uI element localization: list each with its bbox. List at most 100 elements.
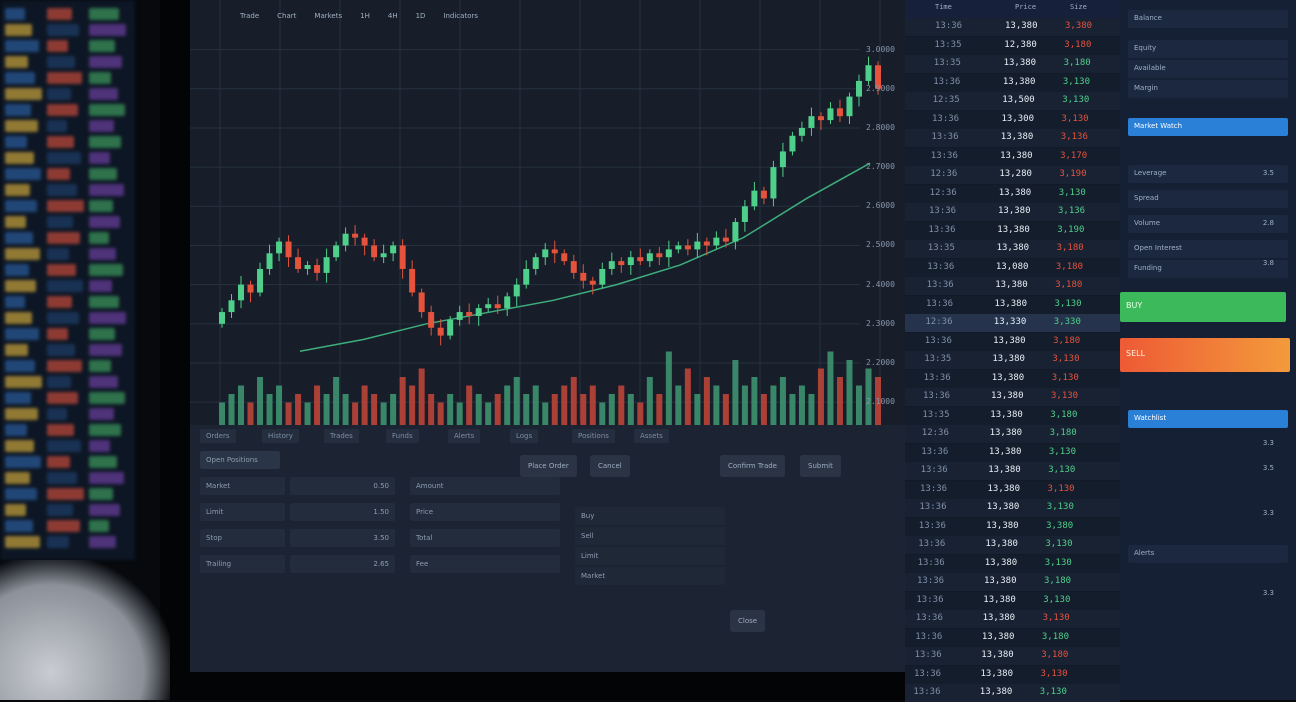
volume-bar	[219, 402, 225, 428]
order-book-row[interactable]: 13:36 13,380 3,130	[905, 610, 1120, 628]
order-book-row[interactable]: 12:36 13,280 3,190	[905, 166, 1120, 184]
tab-alerts[interactable]: Alerts	[448, 429, 481, 443]
volume-bar	[257, 377, 264, 428]
button-2[interactable]: Confirm Trade	[720, 455, 785, 477]
tab-funds[interactable]: Funds	[386, 429, 419, 443]
order-book-row[interactable]: 13:36 13,380 3,130	[905, 462, 1120, 480]
order-book-row[interactable]: 13:36 13,380 3,380	[905, 18, 1120, 36]
tab-logs[interactable]: Logs	[510, 429, 539, 443]
panel-item-balance[interactable]: Balance	[1128, 10, 1288, 28]
order-book-row[interactable]: 13:36 13,380 3,130	[905, 684, 1120, 702]
volume-bar	[703, 377, 710, 428]
panel-item-funding[interactable]: Funding	[1128, 260, 1288, 278]
trade-size: 3,130	[1052, 354, 1080, 364]
order-book-row[interactable]: 13:35 12,380 3,180	[905, 36, 1120, 55]
order-book-row[interactable]: 13:36 13,380 3,130	[905, 591, 1120, 610]
order-book-row[interactable]: 13:36 13,380 3,130	[905, 295, 1120, 314]
trade-size: 3,136	[1060, 132, 1088, 142]
form-field-fee[interactable]: Fee	[410, 555, 560, 573]
tab-history[interactable]: History	[262, 429, 299, 443]
order-book-row[interactable]: 13:36 13,380 3,180	[905, 277, 1120, 295]
toolbar-item[interactable]: Chart	[277, 12, 297, 20]
background-block	[47, 248, 69, 260]
toolbar-item[interactable]: Markets	[314, 12, 343, 20]
order-book-row[interactable]: 13:36 13,380 3,136	[905, 203, 1120, 221]
trade-price: 13,380	[985, 539, 1018, 549]
order-book-row[interactable]: 13:36 13,380 3,130	[905, 73, 1120, 92]
order-type-buy[interactable]: Buy	[575, 507, 725, 525]
order-book-row[interactable]: 13:36 13,380 3,130	[905, 443, 1120, 462]
panel-item-margin[interactable]: Margin	[1128, 80, 1288, 98]
order-book-row[interactable]: 13:35 13,380 3,180	[905, 240, 1120, 258]
order-book-row[interactable]: 13:36 13,380 3,180	[905, 573, 1120, 591]
panel-item-leverage[interactable]: Leverage	[1128, 165, 1288, 183]
order-book-row[interactable]: 13:35 13,380 3,130	[905, 351, 1120, 369]
toolbar-item[interactable]: 1D	[415, 12, 426, 20]
panel-item-watchlist[interactable]: Watchlist	[1128, 410, 1288, 428]
order-type-sell[interactable]: Sell	[575, 527, 725, 545]
button-0[interactable]: Place Order	[520, 455, 577, 477]
order-book-row[interactable]: 13:36 13,380 3,190	[905, 221, 1120, 240]
sell-button[interactable]: SELL	[1120, 338, 1290, 372]
order-book-row[interactable]: 13:36 13,300 3,130	[905, 110, 1120, 129]
button-3[interactable]: Submit	[800, 455, 841, 477]
order-book-row[interactable]: 13:36 13,380 3,380	[905, 517, 1120, 536]
order-book-row[interactable]: 13:36 13,380 3,180	[905, 332, 1120, 351]
panel-item-available[interactable]: Available	[1128, 60, 1288, 78]
order-book-row[interactable]: 12:36 13,380 3,130	[905, 184, 1120, 203]
order-type-limit[interactable]: Limit	[575, 547, 725, 565]
toolbar-item[interactable]: Indicators	[443, 12, 479, 20]
form-field-amount[interactable]: Amount	[410, 477, 560, 495]
button-4[interactable]: Close	[730, 610, 766, 632]
order-book-row[interactable]: 13:36 13,380 3,130	[905, 536, 1120, 554]
panel-item-spread[interactable]: Spread	[1128, 190, 1288, 208]
trade-size: 3,180	[1041, 631, 1069, 642]
panel-item-volume[interactable]: Volume	[1128, 215, 1288, 233]
order-book-row[interactable]: 13:36 13,380 3,130	[905, 480, 1120, 499]
trade-time: 13:36	[927, 261, 955, 272]
order-book-row[interactable]: 13:35 13,380 3,180	[905, 55, 1120, 73]
order-book-row[interactable]: 13:36 13,380 3,130	[905, 554, 1120, 573]
candle-body	[580, 272, 587, 281]
order-type-market[interactable]: Market	[575, 567, 725, 585]
toolbar-item[interactable]: Trade	[240, 12, 260, 20]
background-block	[5, 264, 29, 276]
tab-trades[interactable]: Trades	[324, 429, 359, 443]
toolbar-item[interactable]: 1H	[360, 12, 370, 20]
form-field-price[interactable]: Price	[410, 503, 560, 521]
order-book-row[interactable]: 13:36 13,380 3,136	[905, 129, 1120, 147]
order-book-row[interactable]: 13:36 13,080 3,180	[905, 258, 1120, 277]
panel-header: Open Positions	[200, 451, 280, 469]
panel-item-alerts[interactable]: Alerts	[1128, 545, 1288, 563]
background-block	[5, 440, 34, 452]
background-block	[5, 72, 35, 84]
panel-item-open-interest[interactable]: Open Interest	[1128, 240, 1288, 258]
tab-orders[interactable]: Orders	[200, 429, 236, 443]
background-block	[47, 104, 78, 116]
tab-assets[interactable]: Assets	[634, 429, 669, 443]
background-block	[47, 312, 79, 324]
form-field-total[interactable]: Total	[410, 529, 560, 547]
order-book-row[interactable]: 13:36 13,380 3,130	[905, 369, 1120, 388]
order-book-row[interactable]: 13:36 13,380 3,170	[905, 147, 1120, 166]
order-book-row[interactable]: 12:35 13,500 3,130	[905, 92, 1120, 110]
order-book-row[interactable]: 13:36 13,380 3,180	[905, 628, 1120, 647]
background-block	[89, 136, 121, 148]
button-1[interactable]: Cancel	[590, 455, 630, 477]
order-book-row[interactable]: 13:36 13,380 3,130	[905, 665, 1120, 684]
price-chart[interactable]	[190, 0, 910, 440]
panel-item-equity[interactable]: Equity	[1128, 40, 1288, 58]
buy-button[interactable]: BUY	[1120, 292, 1286, 322]
panel-item-market-watch[interactable]: Market Watch	[1128, 118, 1288, 136]
background-block	[47, 280, 83, 292]
toolbar-item[interactable]: 4H	[387, 12, 398, 20]
order-book-row[interactable]: 13:36 13,380 3,130	[905, 388, 1120, 406]
order-book-row[interactable]: 12:36 13,380 3,180	[905, 425, 1120, 443]
order-book-row[interactable]: 13:36 13,380 3,130	[905, 499, 1120, 517]
order-book-row[interactable]: 13:35 13,380 3,180	[905, 406, 1120, 425]
tab-positions[interactable]: Positions	[572, 429, 615, 443]
order-book-row[interactable]: 12:36 13,330 3,330	[905, 314, 1120, 332]
volume-bar	[352, 402, 359, 428]
order-book-row[interactable]: 13:36 13,380 3,180	[905, 647, 1120, 665]
candle-body	[817, 116, 824, 121]
